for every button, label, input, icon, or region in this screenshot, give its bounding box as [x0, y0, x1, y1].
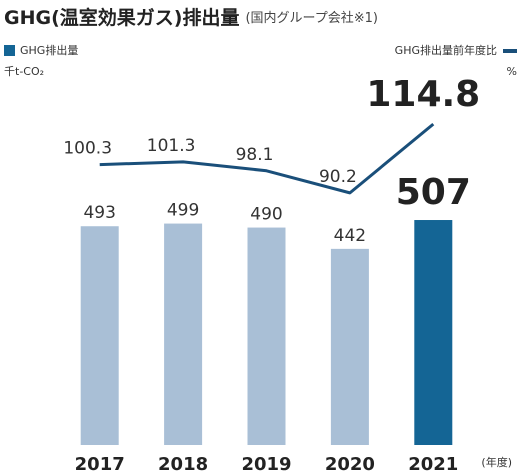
- line-value-label: 100.3: [63, 139, 112, 159]
- x-tick-label: 2018: [158, 454, 208, 475]
- x-axis-unit: (年度): [481, 455, 512, 469]
- subtitle: (国内グループ会社※1): [245, 10, 378, 26]
- bar-value-label: 442: [334, 226, 366, 246]
- legend-swatch: [4, 45, 15, 56]
- y-axis-unit: 千t-CO₂: [4, 65, 44, 78]
- bar: [164, 223, 203, 445]
- y2-axis-unit: %: [507, 65, 517, 78]
- bar-value-label: 493: [83, 203, 115, 223]
- bar: [247, 227, 286, 445]
- line: [99, 122, 435, 195]
- bar: [414, 220, 453, 445]
- x-tick-label: 2021: [408, 454, 458, 475]
- title: GHG(温室効果ガス)排出量: [4, 6, 239, 29]
- chart-title: GHG(温室効果ガス)排出量 (国内グループ会社※1): [4, 6, 378, 29]
- x-tick-label: 2017: [75, 454, 125, 475]
- line-value-label: 114.8: [366, 74, 480, 115]
- legend-label: GHG排出量前年度比: [395, 43, 497, 57]
- line-value-label: 90.2: [319, 167, 357, 187]
- line-value-label: 101.3: [147, 136, 196, 156]
- bar-value-label: 499: [167, 201, 199, 221]
- bar: [330, 248, 369, 445]
- legend-label: GHG排出量: [20, 43, 78, 57]
- bar-value-label: 507: [396, 172, 471, 213]
- bar: [80, 226, 119, 445]
- legend-swatch: [503, 49, 517, 53]
- x-tick-label: 2020: [325, 454, 375, 475]
- bar-value-label: 490: [250, 205, 282, 225]
- x-tick-label: 2019: [241, 454, 291, 475]
- line-value-label: 98.1: [236, 145, 274, 165]
